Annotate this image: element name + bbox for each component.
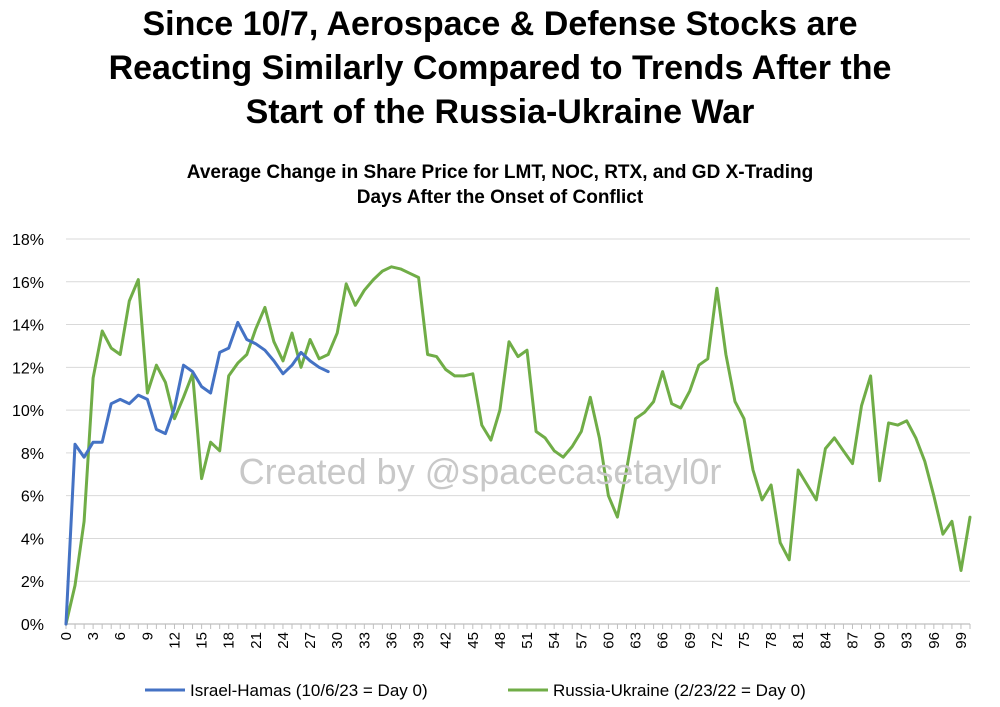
y-tick-label: 14% <box>12 318 44 335</box>
x-tick-label: 42 <box>438 632 455 649</box>
y-axis-tick-labels: 0% 2% 4% 6% 8% 10% 12% 14% 16% 18% <box>12 232 44 634</box>
legend-label: Russia-Ukraine (2/23/22 = Day 0) <box>553 681 806 700</box>
series-lines <box>64 265 972 626</box>
x-tick-label: 72 <box>709 632 726 649</box>
y-tick-label: 6% <box>21 489 44 506</box>
x-tick-label: 75 <box>736 632 753 649</box>
x-tick-label: 21 <box>248 632 265 649</box>
y-tick-label: 8% <box>21 446 44 463</box>
gridlines <box>66 238 970 582</box>
watermark-text: Created by @spacecasetayl0r <box>239 451 722 492</box>
y-tick-label: 10% <box>12 403 44 420</box>
x-tick-label: 60 <box>600 632 617 649</box>
y-tick-label: 12% <box>12 360 44 377</box>
x-tick-label: 54 <box>546 632 563 649</box>
y-tick-label: 4% <box>21 531 44 548</box>
series-line <box>64 265 972 626</box>
x-tick-label: 15 <box>194 632 211 649</box>
x-tick-label: 9 <box>139 632 156 640</box>
x-tick-label: 39 <box>411 632 428 649</box>
y-tick-label: 16% <box>12 275 44 292</box>
x-tick-label: 45 <box>465 632 482 649</box>
legend: Israel-Hamas (10/6/23 = Day 0) Russia-Ukr… <box>145 681 806 700</box>
y-tick-label: 2% <box>21 574 44 591</box>
x-tick-label: 57 <box>573 632 590 649</box>
x-tick-label: 69 <box>682 632 699 649</box>
chart-title: Since 10/7, Aerospace & Defense Stocks a… <box>108 5 892 131</box>
x-tick-label: 78 <box>763 632 780 649</box>
x-tick-label: 30 <box>329 632 346 649</box>
x-tick-label: 12 <box>166 632 183 649</box>
x-tick-label: 0 <box>58 632 75 640</box>
x-tick-label: 66 <box>655 632 672 649</box>
chart-subtitle: Average Change in Share Price for LMT, N… <box>186 162 814 208</box>
axes <box>65 623 971 629</box>
series-line <box>64 320 330 626</box>
y-tick-label: 0% <box>21 617 44 634</box>
x-tick-label: 24 <box>275 632 292 649</box>
x-tick-label: 81 <box>790 632 807 649</box>
x-tick-label: 3 <box>85 632 102 640</box>
x-tick-label: 36 <box>383 632 400 649</box>
legend-label: Israel-Hamas (10/6/23 = Day 0) <box>190 681 428 700</box>
x-tick-label: 87 <box>844 632 861 649</box>
x-tick-label: 33 <box>356 632 373 649</box>
x-tick-label: 51 <box>519 632 536 649</box>
x-tick-label: 63 <box>628 632 645 649</box>
x-tick-label: 84 <box>817 632 834 649</box>
x-tick-label: 48 <box>492 632 509 649</box>
x-tick-label: 27 <box>302 632 319 649</box>
x-axis-tick-labels: 0 3 6 9 12 15 18 21 24 27 30 33 36 39 42 45 48 51 54 57 60 63… <box>58 632 970 649</box>
x-tick-label: 99 <box>953 632 970 649</box>
x-tick-label: 6 <box>112 632 129 640</box>
x-tick-label: 18 <box>221 632 238 649</box>
x-tick-label: 90 <box>872 632 889 649</box>
y-tick-label: 18% <box>12 232 44 249</box>
x-tick-label: 93 <box>899 632 916 649</box>
x-tick-label: 96 <box>926 632 943 649</box>
